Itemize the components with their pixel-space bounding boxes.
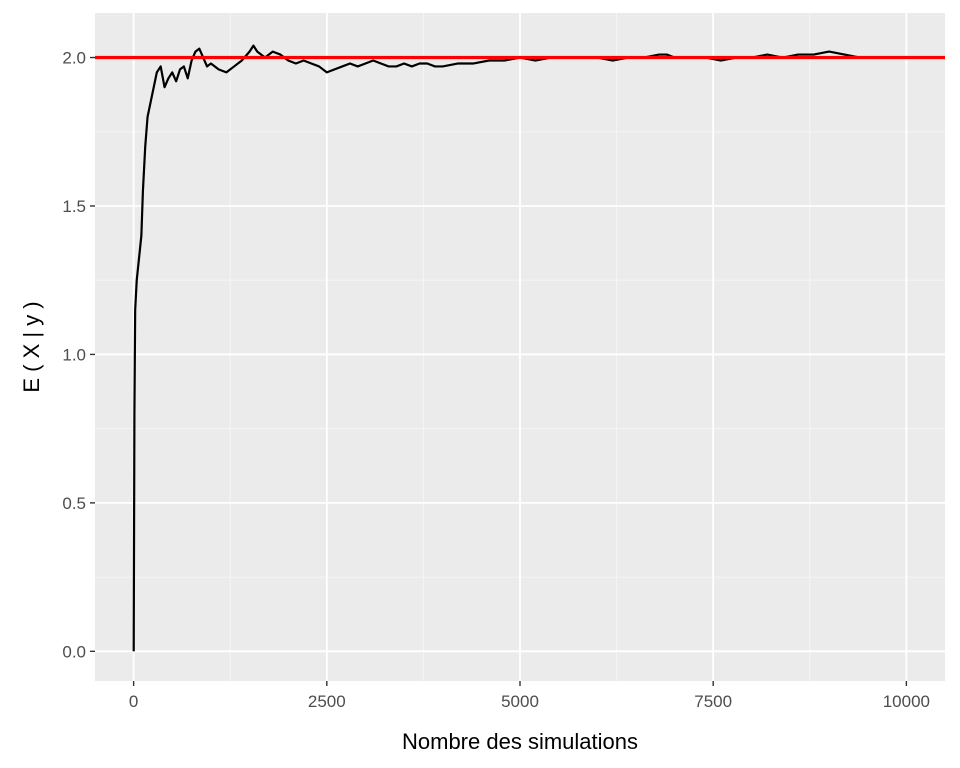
y-axis-ticks: 0.0 0.5 1.0 1.5 2.0 <box>62 49 95 661</box>
x-tick-label: 7500 <box>694 692 732 711</box>
x-axis-ticks: 0 2500 5000 7500 10000 <box>129 681 930 711</box>
x-axis-title: Nombre des simulations <box>402 729 638 754</box>
y-tick-label: 1.5 <box>62 197 86 216</box>
x-tick-label: 10000 <box>883 692 930 711</box>
y-tick-label: 1.0 <box>62 345 86 364</box>
x-tick-label: 5000 <box>501 692 539 711</box>
y-tick-label: 0.5 <box>62 494 86 513</box>
y-tick-label: 0.0 <box>62 642 86 661</box>
x-tick-label: 2500 <box>308 692 346 711</box>
y-tick-label: 2.0 <box>62 49 86 68</box>
y-axis-title: E ( X | y ) <box>19 301 44 392</box>
x-tick-label: 0 <box>129 692 138 711</box>
